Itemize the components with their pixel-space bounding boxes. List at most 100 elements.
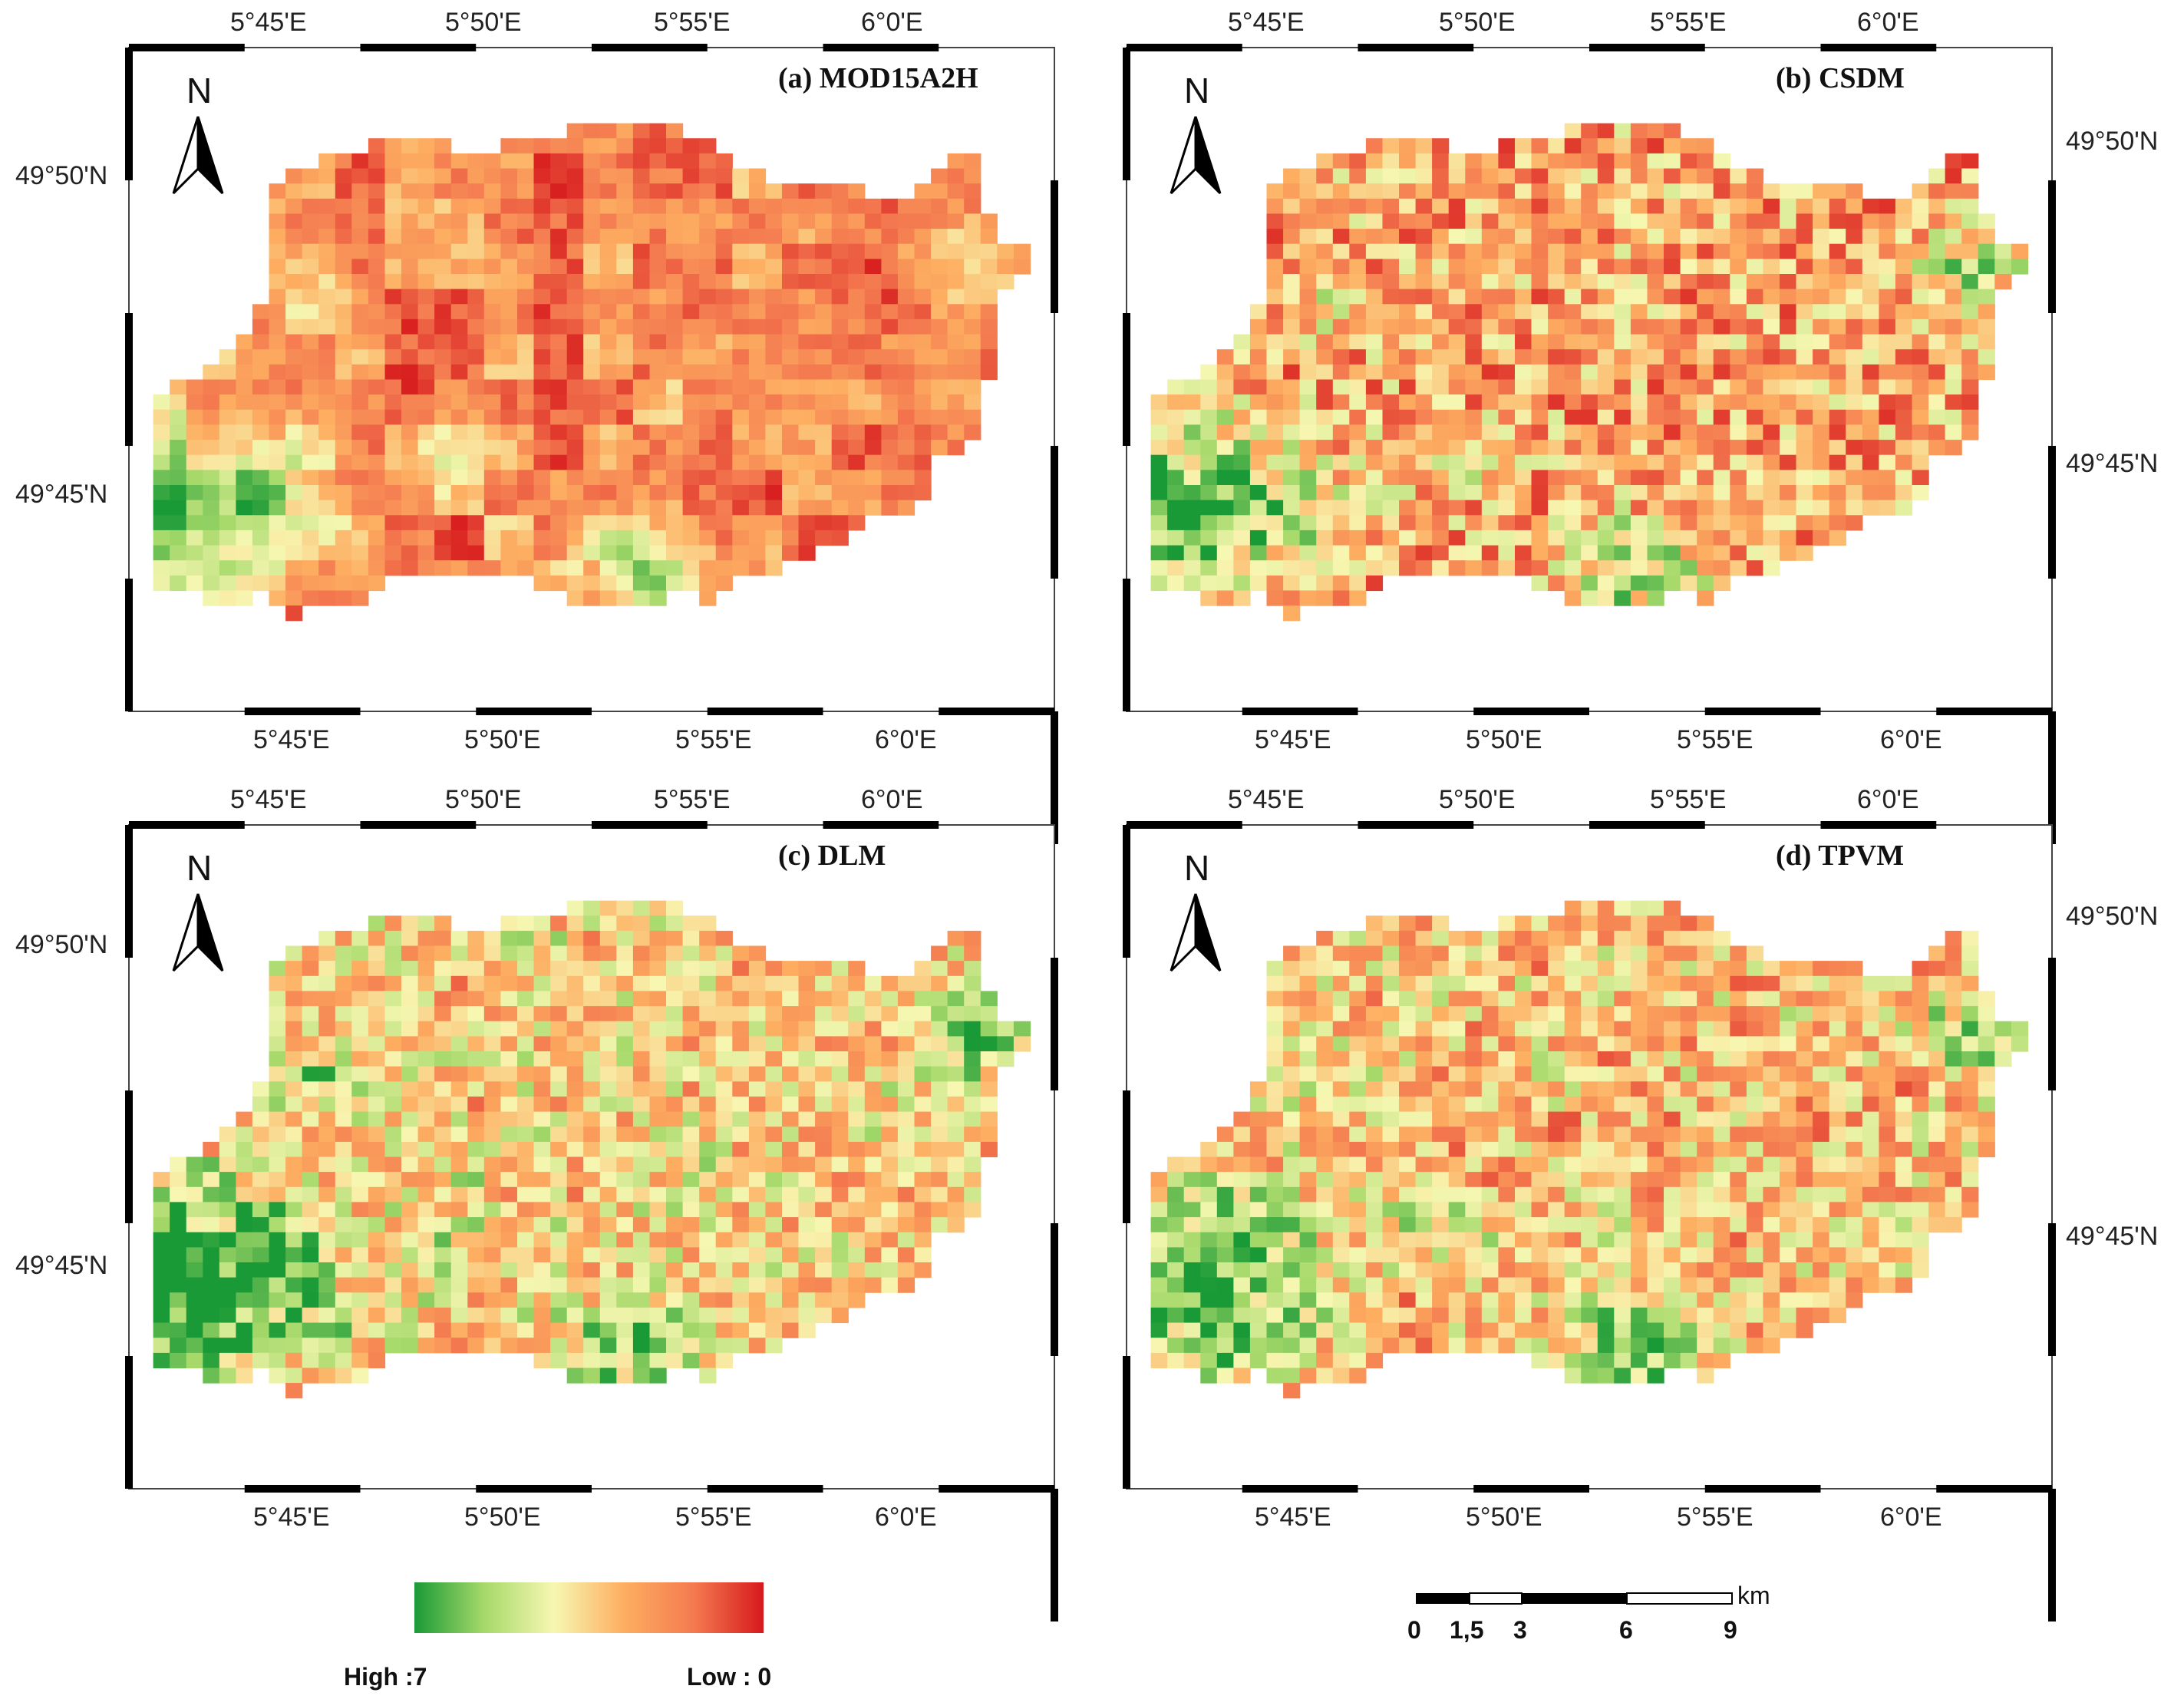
raster-cell [1382,1232,1400,1248]
raster-cell [1630,1051,1648,1067]
raster-cell [434,1141,452,1158]
raster-cell [269,1322,286,1338]
raster-cell [699,1172,717,1188]
raster-cell [1713,485,1730,501]
raster-cell [914,1096,932,1113]
raster-cell [384,153,402,170]
raster-cell [1498,259,1516,275]
raster-cell [1763,454,1780,470]
raster-cell [1846,424,1863,440]
raster-cell [186,560,203,576]
raster-cell [1730,1111,1747,1127]
raster-cell [1316,379,1334,395]
raster-cell [864,198,882,214]
raster-cell [450,1051,468,1067]
raster-cell [666,1081,684,1097]
raster-cell [1862,334,1879,350]
raster-cell [1763,1036,1780,1052]
raster-cell [368,529,386,546]
raster-cell [1382,318,1400,335]
raster-cell [1432,1066,1450,1082]
raster-cell [848,1292,866,1308]
raster-cell [666,575,684,592]
raster-cell [1332,1006,1350,1022]
raster-cell [1912,1141,1929,1158]
raster-cell [1630,183,1648,200]
raster-cell [1183,379,1201,395]
raster-cell [1697,289,1714,305]
raster-cell [815,424,833,440]
raster-cell [1183,1232,1201,1248]
raster-cell [947,349,965,365]
raster-cell [550,500,568,516]
raster-cell [170,1292,187,1308]
raster-cell [302,485,319,501]
raster-cell [401,1111,419,1127]
raster-cell [1614,334,1631,350]
raster-cell [1713,379,1730,395]
frame-tick-left [125,825,133,958]
raster-cell [632,1156,651,1173]
raster-cell [417,500,435,516]
raster-cell [1945,213,1962,229]
raster-cell [1796,243,1813,259]
raster-cell [1746,259,1764,275]
raster-cell [1780,229,1797,245]
raster-cell [550,1217,568,1233]
raster-cell [1548,1232,1565,1248]
raster-cell [368,1006,386,1022]
raster-cell [748,1172,767,1188]
raster-cell [1531,1111,1549,1127]
raster-cell [1266,1111,1284,1127]
raster-cell [1365,1081,1384,1097]
raster-cell [302,1156,319,1173]
raster-cell [1548,334,1565,350]
raster-cell [285,1051,303,1067]
raster-cell [782,975,800,991]
raster-cell [1730,394,1747,411]
raster-cell [302,349,319,365]
raster-cell [1912,243,1929,259]
raster-cell [1316,259,1334,275]
raster-cell [732,485,750,501]
raster-cell [368,575,386,592]
raster-cell [384,500,402,516]
raster-cell [1167,1156,1185,1173]
raster-cell [1780,515,1797,531]
raster-cell [1581,975,1598,991]
raster-cell [302,1081,319,1097]
raster-cell [583,1292,601,1308]
raster-cell [1349,590,1367,606]
raster-cell [1697,1172,1714,1188]
raster-cell [417,1111,435,1127]
raster-cell [1680,138,1697,154]
raster-cell [1614,500,1631,516]
raster-cell [699,1277,717,1293]
raster-cell [947,274,965,290]
raster-cell [1763,1006,1780,1022]
raster-cell [1349,529,1367,546]
raster-cell [1746,394,1764,411]
raster-cell [732,1247,750,1263]
raster-cell [434,500,452,516]
raster-cell [1614,123,1631,139]
raster-cell [632,1111,651,1127]
raster-cell [1515,213,1532,229]
raster-cell [384,991,402,1007]
raster-cell [1630,500,1648,516]
raster-cell [318,304,336,320]
raster-cell [1945,168,1962,184]
raster-cell [186,1277,203,1293]
raster-cell [1349,961,1367,977]
raster-cell [434,364,452,381]
raster-cell [699,153,717,170]
raster-cell [384,1338,402,1354]
raster-cell [765,1141,783,1158]
raster-cell [1564,1217,1582,1233]
raster-cell [269,1262,286,1278]
raster-cell [1945,961,1962,977]
raster-cell [1498,545,1516,561]
raster-cell [1564,529,1582,546]
raster-cell [1465,945,1483,962]
raster-cell [1465,975,1483,991]
